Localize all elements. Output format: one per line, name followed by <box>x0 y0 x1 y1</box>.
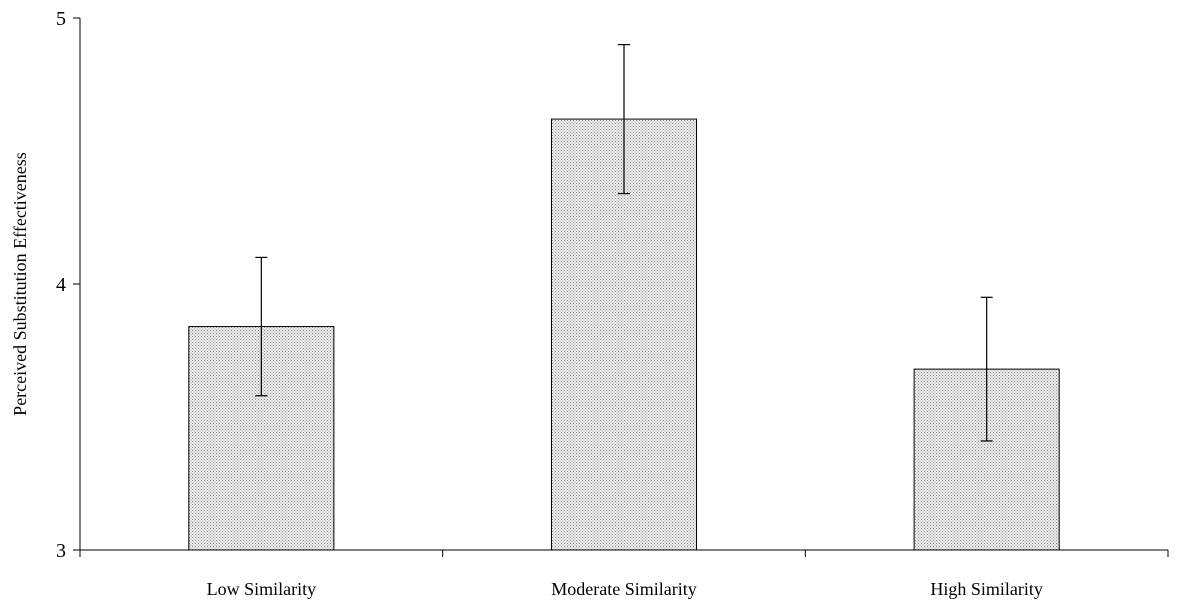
y-tick-label-2: 5 <box>56 8 66 30</box>
y-tick-label-1: 4 <box>56 274 66 296</box>
y-axis-title: Perceived Substitution Effectiveness <box>10 152 30 416</box>
error-bars-layer <box>255 43 993 442</box>
y-tick-label-0: 3 <box>56 540 66 562</box>
category-label-2: High Similarity <box>930 579 1043 599</box>
ticks-layer: 3 4 5 Low Similarity Moderate Similarity High… <box>56 8 1169 599</box>
category-label-1: Moderate Similarity <box>551 579 696 599</box>
category-label-0: Low Similarity <box>207 579 317 599</box>
